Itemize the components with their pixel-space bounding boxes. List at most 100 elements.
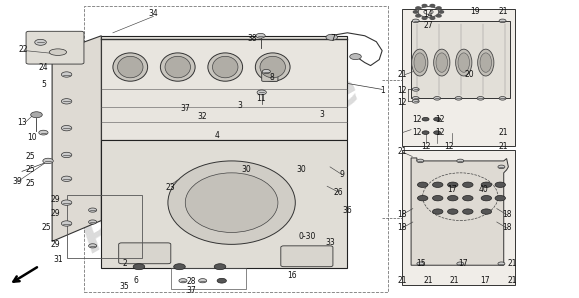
Text: 11: 11 <box>256 94 265 103</box>
Text: 21: 21 <box>499 7 508 16</box>
Circle shape <box>495 195 505 201</box>
Text: 2: 2 <box>122 259 127 268</box>
Ellipse shape <box>168 161 295 244</box>
Ellipse shape <box>456 49 472 76</box>
Text: 19: 19 <box>470 7 479 16</box>
Ellipse shape <box>458 53 470 72</box>
Text: 4: 4 <box>215 131 219 140</box>
Circle shape <box>434 97 441 100</box>
Ellipse shape <box>160 53 195 81</box>
Text: 34: 34 <box>149 9 158 18</box>
Circle shape <box>61 72 72 77</box>
Circle shape <box>417 159 424 163</box>
Polygon shape <box>101 36 347 140</box>
Circle shape <box>412 97 419 100</box>
Text: 13: 13 <box>17 118 27 127</box>
Bar <box>84 6 388 292</box>
Text: 12: 12 <box>412 115 422 124</box>
Circle shape <box>495 182 505 187</box>
Circle shape <box>498 262 505 266</box>
Circle shape <box>477 97 484 100</box>
Polygon shape <box>52 36 101 241</box>
Text: 30: 30 <box>296 165 306 174</box>
Circle shape <box>439 11 444 13</box>
Circle shape <box>61 176 72 181</box>
Polygon shape <box>101 140 347 268</box>
Ellipse shape <box>412 49 428 76</box>
Circle shape <box>437 15 441 17</box>
Text: 10: 10 <box>27 133 36 142</box>
Text: 18: 18 <box>502 224 511 232</box>
Circle shape <box>417 182 428 187</box>
Circle shape <box>455 97 462 100</box>
Ellipse shape <box>436 53 448 72</box>
Circle shape <box>61 152 72 158</box>
Text: 12: 12 <box>444 142 453 150</box>
Circle shape <box>412 88 419 91</box>
Circle shape <box>61 200 72 205</box>
Ellipse shape <box>480 53 492 72</box>
Ellipse shape <box>49 49 67 55</box>
FancyBboxPatch shape <box>281 246 333 267</box>
Circle shape <box>437 7 441 9</box>
Text: 5: 5 <box>41 80 46 89</box>
FancyBboxPatch shape <box>119 243 171 264</box>
Circle shape <box>89 208 97 212</box>
Ellipse shape <box>113 53 148 81</box>
Text: 33: 33 <box>325 238 335 247</box>
Circle shape <box>89 220 97 224</box>
Text: 21: 21 <box>398 70 407 79</box>
Text: 30: 30 <box>241 165 251 174</box>
Text: 3: 3 <box>238 101 243 110</box>
FancyBboxPatch shape <box>411 21 510 98</box>
Circle shape <box>413 11 418 13</box>
Circle shape <box>422 131 429 134</box>
Ellipse shape <box>165 56 190 78</box>
Text: 18: 18 <box>398 210 407 219</box>
Text: 21: 21 <box>398 148 407 156</box>
Circle shape <box>430 17 435 19</box>
Circle shape <box>214 264 226 270</box>
Text: 12: 12 <box>398 86 407 95</box>
Text: 37: 37 <box>181 104 190 113</box>
Circle shape <box>433 182 443 187</box>
Circle shape <box>422 117 429 121</box>
Text: 24: 24 <box>39 63 48 72</box>
Circle shape <box>448 209 458 214</box>
Circle shape <box>422 17 427 19</box>
Text: 37: 37 <box>186 286 196 295</box>
Text: 35: 35 <box>120 282 129 291</box>
Ellipse shape <box>185 173 278 232</box>
Text: 38: 38 <box>247 34 256 43</box>
Circle shape <box>416 7 420 9</box>
Text: 8: 8 <box>270 73 274 82</box>
Text: 36: 36 <box>343 206 352 215</box>
Circle shape <box>174 264 185 270</box>
Text: 40: 40 <box>479 185 488 194</box>
Text: 29: 29 <box>50 209 60 218</box>
Text: 23: 23 <box>166 183 175 192</box>
Circle shape <box>433 195 443 201</box>
Ellipse shape <box>208 53 243 81</box>
Text: 25: 25 <box>25 152 35 161</box>
Text: 29: 29 <box>50 240 60 249</box>
Ellipse shape <box>478 49 494 76</box>
Circle shape <box>457 159 464 163</box>
Circle shape <box>412 100 419 103</box>
Circle shape <box>257 90 266 95</box>
Text: 12: 12 <box>421 142 430 150</box>
Circle shape <box>35 39 46 45</box>
Text: 26: 26 <box>334 188 343 197</box>
Text: 12: 12 <box>398 98 407 107</box>
Text: 6: 6 <box>134 276 138 285</box>
Text: 7: 7 <box>331 34 335 43</box>
Circle shape <box>43 158 53 164</box>
Text: 21: 21 <box>508 259 517 268</box>
Text: 31: 31 <box>53 255 63 264</box>
Text: 22: 22 <box>19 45 28 54</box>
Text: Parts·Mobile: Parts·Mobile <box>74 67 367 261</box>
Circle shape <box>430 4 435 7</box>
Circle shape <box>498 165 505 169</box>
Text: 20: 20 <box>464 70 474 79</box>
Circle shape <box>262 69 270 74</box>
